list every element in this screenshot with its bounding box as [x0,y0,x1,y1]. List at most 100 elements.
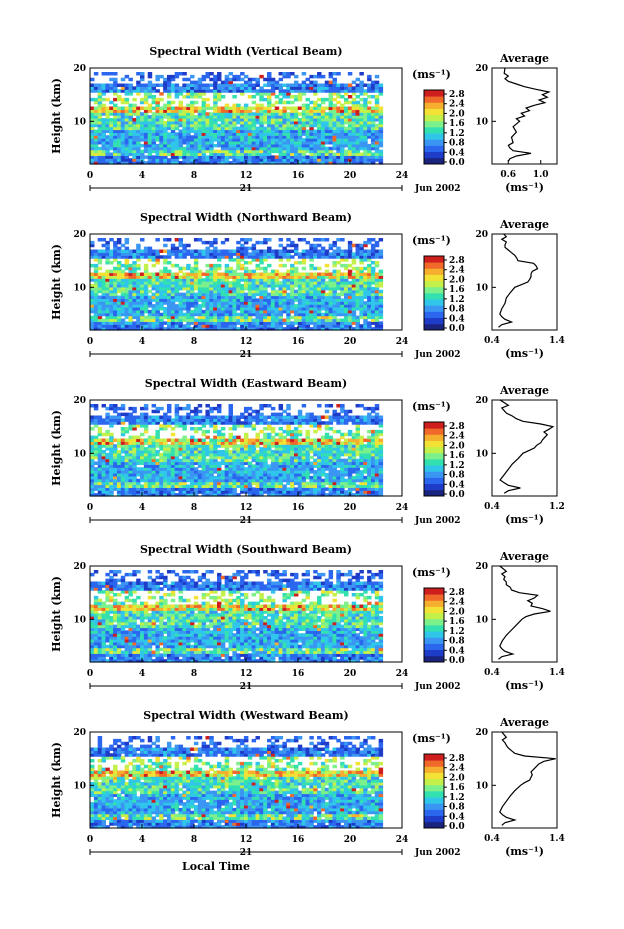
average-profile-line [499,399,555,494]
average-x-tick-label: 0.4 [484,668,500,678]
colorbar: (ms⁻¹) 0.00.40.81.21.62.02.42.8 [412,68,465,168]
colorbar-swatch [424,471,444,478]
panel-title: Spectral Width (Vertical Beam) [149,45,342,58]
x-tick-label: 24 [396,669,409,679]
average-x-label: (ms⁻¹) [505,347,544,360]
y-tick-label: 10 [73,117,86,127]
y-tick-label: 10 [73,283,86,293]
y-tick-label: 20 [73,728,86,738]
average-title: Average [499,52,549,65]
x-tick-label: 20 [344,171,357,181]
x-tick-label: 20 [344,669,357,679]
colorbar-swatch [424,157,444,165]
x-tick-label: 0 [87,669,93,679]
average-x-label: (ms⁻¹) [505,845,544,858]
colorbar-swatch [424,483,444,491]
average-x-tick-label: 1.2 [549,502,565,512]
x-tick-label: 0 [87,835,93,845]
x-tick-label: 16 [292,503,305,513]
colorbar-tick-label: 2.8 [449,90,465,100]
colorbar-tick-label: 2.8 [449,256,465,266]
colorbar-swatch [424,286,444,294]
colorbar-tick-label: 0.4 [449,812,465,822]
colorbar-swatch [424,649,444,657]
colorbar-swatch [424,274,444,282]
average-y-tick-label: 20 [475,728,488,738]
panel-title: Spectral Width (Northward Beam) [140,211,352,224]
colorbar: (ms⁻¹) 0.00.40.81.21.62.02.42.8 [412,400,465,500]
y-tick-label: 20 [73,562,86,572]
colorbar-swatch [424,772,444,780]
average-y-tick-label: 20 [475,396,488,406]
colorbar-swatch [424,280,444,288]
colorbar-tick-label: 0.0 [449,158,465,168]
x-tick-label: 0 [87,337,93,347]
colorbar: (ms⁻¹) 0.00.40.81.21.62.02.42.8 [412,234,465,334]
colorbar-tick-label: 0.8 [449,305,465,315]
x-tick-label: 16 [292,835,305,845]
average-y-tick-label: 10 [475,615,488,625]
colorbar-swatch [424,459,444,466]
colorbar-tick-label: 2.4 [449,598,465,608]
colorbar-frame [423,421,445,497]
average-x-tick-label: 0.4 [484,834,500,844]
colorbar-swatch [424,90,444,97]
y-tick-label: 10 [73,449,86,459]
average-profile-line [499,731,556,826]
colorbar-tick-label: 1.2 [449,295,465,305]
colorbar-swatch [424,803,444,810]
colorbar-swatch [424,766,444,773]
colorbar-unit: (ms⁻¹) [412,68,451,81]
colorbar-swatch [424,446,444,454]
date-label: 21 [240,350,253,360]
colorbar-swatch [424,133,444,140]
panel-3: Spectral Width (Eastward Beam) 10 20 Height… [50,377,565,526]
average-x-label: (ms⁻¹) [505,513,544,526]
x-tick-label: 4 [139,337,145,347]
colorbar-swatch [424,428,444,435]
colorbar-tick-label: 2.4 [449,764,465,774]
x-tick-label: 8 [191,669,197,679]
colorbar-swatch [424,631,444,638]
y-axis-label: Height (km) [50,78,63,154]
colorbar-swatch [424,108,444,116]
x-tick-label: 12 [240,337,253,347]
y-tick-label: 20 [73,64,86,74]
heatmap-cells [90,570,384,663]
date-label: 21 [240,184,253,194]
x-tick-label: 16 [292,337,305,347]
x-tick-label: 12 [240,503,253,513]
x-tick-label: 12 [240,669,253,679]
colorbar-tick-label: 2.0 [449,109,465,119]
colorbar-swatch [424,145,444,153]
colorbar-unit: (ms⁻¹) [412,566,451,579]
average-x-tick-label: 1.0 [533,170,549,180]
colorbar-swatch [424,323,444,331]
colorbar-tick-label: 1.6 [449,451,465,461]
colorbar-swatch [424,784,444,792]
x-tick-label: 16 [292,669,305,679]
colorbar-unit: (ms⁻¹) [412,234,451,247]
x-tick-label: 4 [139,171,145,181]
colorbar-tick-label: 1.2 [449,461,465,471]
colorbar-tick-label: 2.8 [449,588,465,598]
x-tick-label: 12 [240,171,253,181]
month-label: Jun 2002 [414,848,461,858]
x-tick-label: 24 [396,337,409,347]
average-profile-line [498,233,539,328]
heatmap-cells [90,736,384,829]
average-y-tick-label: 10 [475,781,488,791]
colorbar-tick-label: 0.4 [449,646,465,656]
colorbar-swatch [424,821,444,829]
y-axis-label: Height (km) [50,576,63,652]
colorbar-swatch [424,311,444,319]
colorbar-tick-label: 1.2 [449,793,465,803]
colorbar-swatch [424,305,444,312]
colorbar-swatch [424,600,444,607]
panel-5: Spectral Width (Westward Beam) 10 20 Height… [50,709,565,873]
colorbar-swatch [424,606,444,614]
average-y-tick-label: 10 [475,283,488,293]
date-label: 21 [240,848,253,858]
colorbar-swatch [424,618,444,626]
colorbar-tick-label: 0.0 [449,324,465,334]
